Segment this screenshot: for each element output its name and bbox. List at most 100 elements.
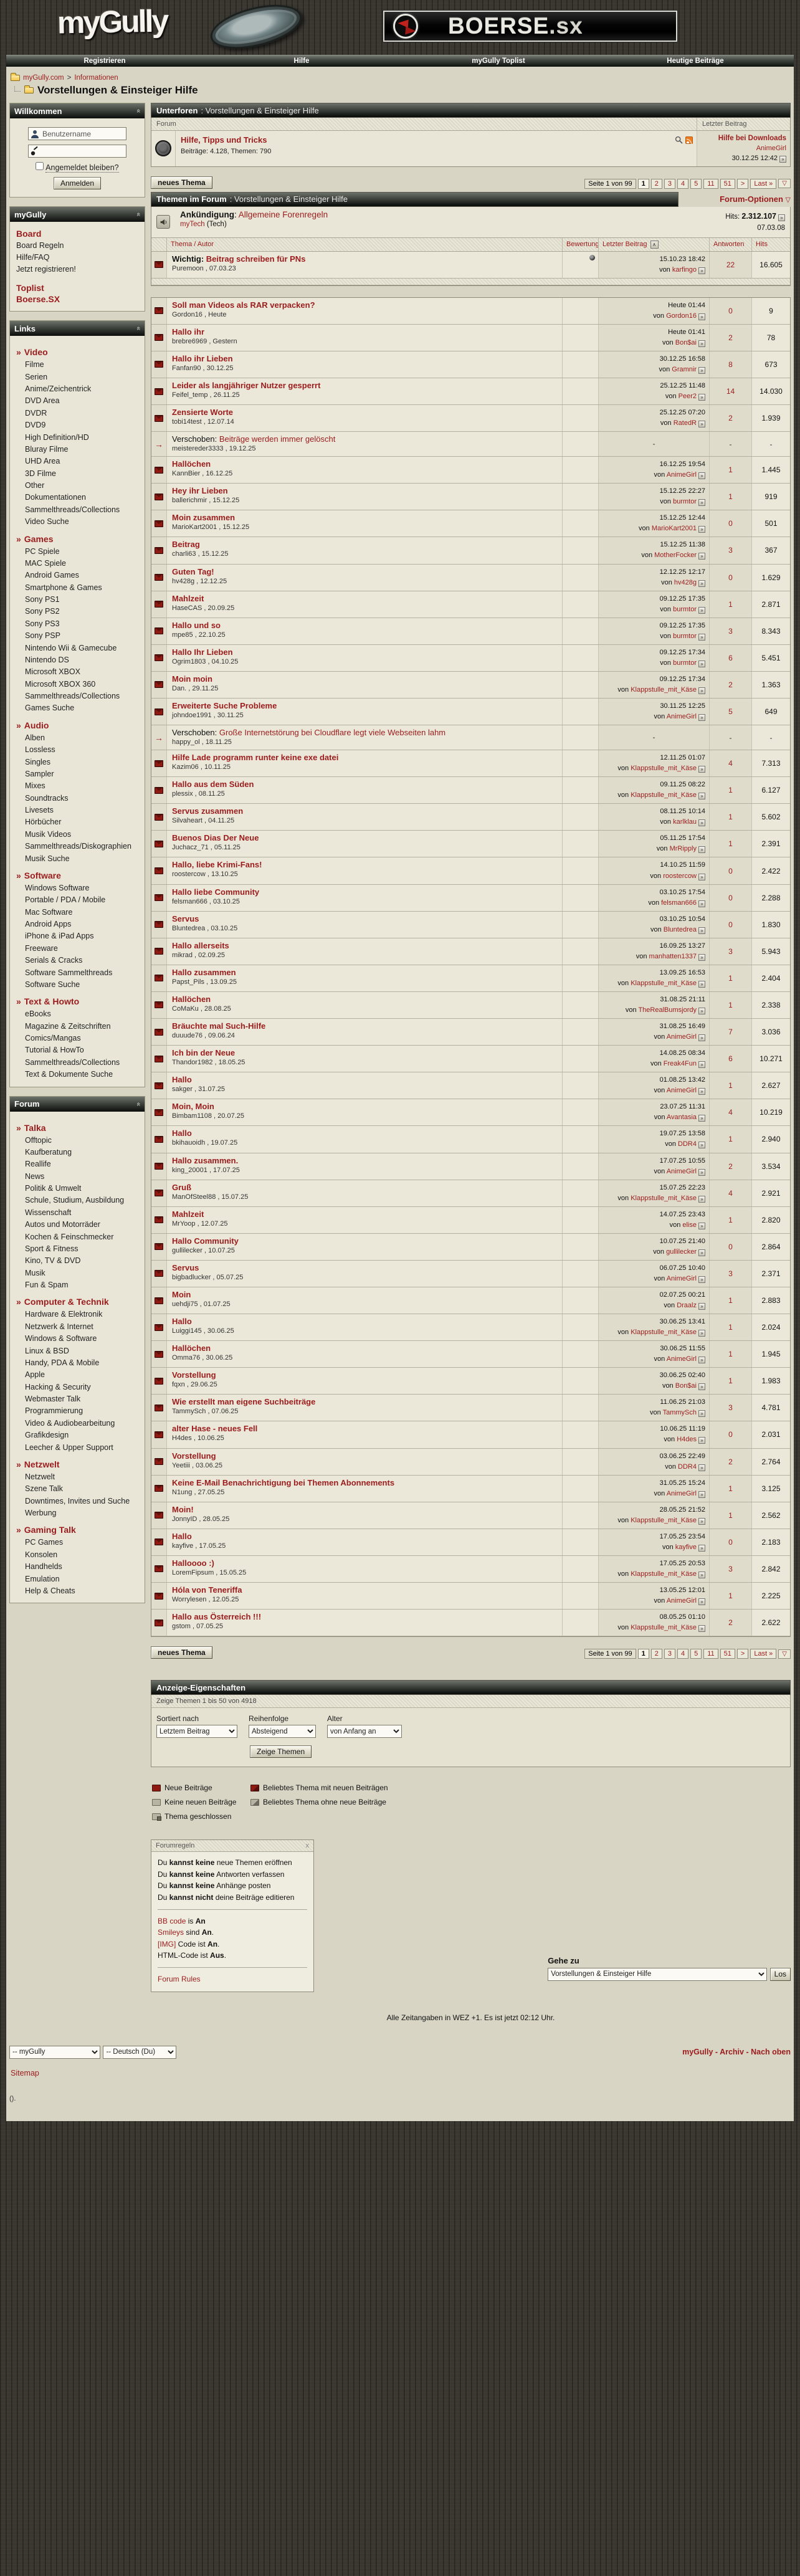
- thread-title-link[interactable]: Wie erstellt man eigene Suchbeiträge: [172, 1397, 316, 1407]
- goto-lastpost-icon[interactable]: »: [698, 900, 705, 907]
- goto-lastpost-icon[interactable]: »: [698, 1034, 705, 1042]
- lastpost-user-link[interactable]: Klappstulle_mit_Käse: [631, 1516, 697, 1524]
- thread-title-link[interactable]: Servus: [172, 914, 199, 923]
- thread-replies[interactable]: 1: [709, 1475, 751, 1502]
- thread-title-link[interactable]: Moin!: [172, 1504, 194, 1514]
- sidebar-section-heading[interactable]: » Text & Howto: [16, 996, 80, 1007]
- goto-lastpost-icon[interactable]: »: [698, 660, 705, 667]
- sort-select[interactable]: Letztem Beitrag: [156, 1725, 237, 1739]
- lastpost-user-link[interactable]: Klappstulle_mit_Käse: [631, 1570, 697, 1578]
- sidebar-section-heading[interactable]: » Software: [16, 870, 61, 880]
- thread-replies[interactable]: 6: [709, 1046, 751, 1072]
- collapse-icon[interactable]: «: [134, 108, 142, 113]
- goto-select[interactable]: Vorstellungen & Einsteiger Hilfe: [548, 1967, 768, 1981]
- lastpost-user-link[interactable]: AnimeGirl: [666, 471, 697, 479]
- sidebar-item[interactable]: Kochen & Feinschmecker: [25, 1232, 114, 1241]
- goto-lastpost-icon[interactable]: »: [698, 1061, 705, 1069]
- thread-title-link[interactable]: Hallöchen: [172, 994, 211, 1004]
- sidebar-item[interactable]: Other: [25, 481, 45, 490]
- thread-title-link[interactable]: Hey ihr Lieben: [172, 486, 228, 496]
- lastpost-user-link[interactable]: Peer2: [678, 393, 697, 401]
- goto-lastpost-icon[interactable]: »: [698, 687, 705, 694]
- thread-replies[interactable]: 0: [709, 1529, 751, 1555]
- thread-replies[interactable]: 8: [709, 351, 751, 378]
- sidebar-item[interactable]: PC Spiele: [25, 546, 60, 556]
- remember-checkbox[interactable]: [36, 162, 44, 170]
- page-link[interactable]: 4: [677, 178, 689, 189]
- goto-lastpost-icon[interactable]: »: [698, 499, 705, 507]
- thread-replies[interactable]: 1: [709, 804, 751, 831]
- sidebar-item[interactable]: Windows & Software: [25, 1334, 97, 1343]
- lastpost-user-link[interactable]: kayfive: [675, 1543, 697, 1551]
- sidebar-item[interactable]: Smartphone & Games: [25, 583, 102, 592]
- thread-title-link[interactable]: Hallo liebe Community: [172, 887, 260, 897]
- sidebar-item[interactable]: Singles: [25, 757, 50, 766]
- thread-replies[interactable]: 0: [709, 510, 751, 537]
- sidebar-item[interactable]: Dokumentationen: [25, 493, 86, 502]
- thread-replies[interactable]: 1: [709, 991, 751, 1019]
- sidebar-item[interactable]: Werbung: [25, 1509, 57, 1517]
- footer-link-mygully[interactable]: myGully: [682, 2048, 713, 2057]
- sidebar-item[interactable]: DVD9: [25, 421, 46, 430]
- sidebar-item[interactable]: MAC Spiele: [25, 558, 66, 568]
- sidebar-item[interactable]: Leecher & Upper Support: [25, 1443, 113, 1452]
- thread-replies[interactable]: 0: [709, 884, 751, 911]
- thread-title-link[interactable]: Hallo ihr: [172, 327, 205, 336]
- sidebar-item[interactable]: Programmierung: [25, 1406, 83, 1416]
- sidebar-item[interactable]: Nintendo DS: [25, 655, 69, 664]
- sidebar-item[interactable]: Hacking & Security: [25, 1382, 91, 1391]
- sidebar-item[interactable]: Livesets: [25, 806, 54, 814]
- sidebar-section-heading[interactable]: » Computer & Technik: [16, 1297, 109, 1307]
- sidebar-item[interactable]: Lossless: [25, 745, 55, 755]
- thread-title-link[interactable]: Hallo ihr Lieben: [172, 353, 233, 363]
- thread-title-link[interactable]: Soll man Videos als RAR verpacken?: [172, 300, 315, 310]
- sitemap-link[interactable]: Sitemap: [11, 2068, 39, 2077]
- next-page-link[interactable]: >: [736, 1649, 749, 1659]
- sort-asc-icon[interactable]: ∧: [650, 240, 659, 249]
- thread-replies[interactable]: 1: [709, 1206, 751, 1233]
- sidebar-item[interactable]: Serien: [25, 372, 48, 381]
- goto-lastpost-icon[interactable]: »: [698, 1410, 705, 1418]
- sidebar-item[interactable]: Video & Audiobearbeitung: [25, 1418, 115, 1428]
- sidebar-item[interactable]: Windows Software: [25, 883, 90, 892]
- thread-title-link[interactable]: Hallo und so: [172, 620, 221, 630]
- lastpost-user-link[interactable]: DDR4: [678, 1140, 697, 1148]
- lastpost-user-link[interactable]: Freak4Fun: [663, 1060, 697, 1068]
- lastpost-user-link[interactable]: AnimeGirl: [666, 1597, 697, 1605]
- lastpost-user-link[interactable]: roostercow: [663, 872, 697, 880]
- goto-lastpost-icon[interactable]: »: [698, 793, 705, 800]
- goto-lastpost-icon[interactable]: »: [698, 1625, 705, 1633]
- sidebar-item[interactable]: Comics/Mangas: [25, 1034, 81, 1042]
- subforum-link[interactable]: Hilfe, Tipps und Tricks: [181, 135, 267, 145]
- page-link[interactable]: 3: [664, 178, 675, 189]
- thread-title-link[interactable]: Beitrag schreiben für PNs: [206, 254, 306, 264]
- goto-lastpost-icon[interactable]: »: [779, 155, 786, 163]
- sidebar-item[interactable]: Grafikdesign: [25, 1431, 69, 1440]
- sidebar-item[interactable]: Sampler: [25, 769, 54, 778]
- thread-title-link[interactable]: Ich bin der Neue: [172, 1048, 236, 1058]
- col-hits[interactable]: Hits: [756, 241, 768, 249]
- goto-lastpost-icon[interactable]: »: [698, 1249, 705, 1256]
- goto-lastpost-icon[interactable]: »: [698, 1276, 705, 1283]
- nav-item-heutige-beitr-ge[interactable]: Heutige Beiträge: [667, 57, 724, 65]
- sidebar-section-heading[interactable]: » Netzwelt: [16, 1459, 60, 1469]
- sidebar-item[interactable]: Sony PS2: [25, 607, 60, 616]
- lastpost-user-link[interactable]: MarioKart2001: [651, 525, 697, 533]
- sidebar-item[interactable]: Microsoft XBOX: [25, 667, 80, 677]
- thread-title-link[interactable]: Hallo aus Österreich !!!: [172, 1612, 262, 1622]
- lastpost-user-link[interactable]: burmtor: [673, 605, 697, 613]
- thread-replies[interactable]: 1: [709, 777, 751, 804]
- sidebar-item[interactable]: Politik & Umwelt: [25, 1184, 82, 1193]
- goto-lastpost-icon[interactable]: »: [698, 927, 705, 934]
- sidebar-item[interactable]: Musik Suche: [25, 854, 70, 863]
- sidebar-item[interactable]: Android Games: [25, 571, 79, 580]
- sidebar-item[interactable]: Android Apps: [25, 920, 72, 928]
- sidebar-item[interactable]: Microsoft XBOX 360: [25, 679, 96, 689]
- thread-title-link[interactable]: Moin, Moin: [172, 1102, 214, 1112]
- goto-lastpost-icon[interactable]: »: [698, 1303, 705, 1310]
- thread-title-link[interactable]: Hallo Ihr Lieben: [172, 647, 233, 657]
- rss-icon[interactable]: [685, 136, 693, 144]
- thread-title-link[interactable]: Hallo: [172, 1075, 192, 1085]
- lastpost-user-link[interactable]: AnimeGirl: [666, 1489, 697, 1497]
- sidebar-item[interactable]: Tutorial & HowTo: [25, 1046, 84, 1055]
